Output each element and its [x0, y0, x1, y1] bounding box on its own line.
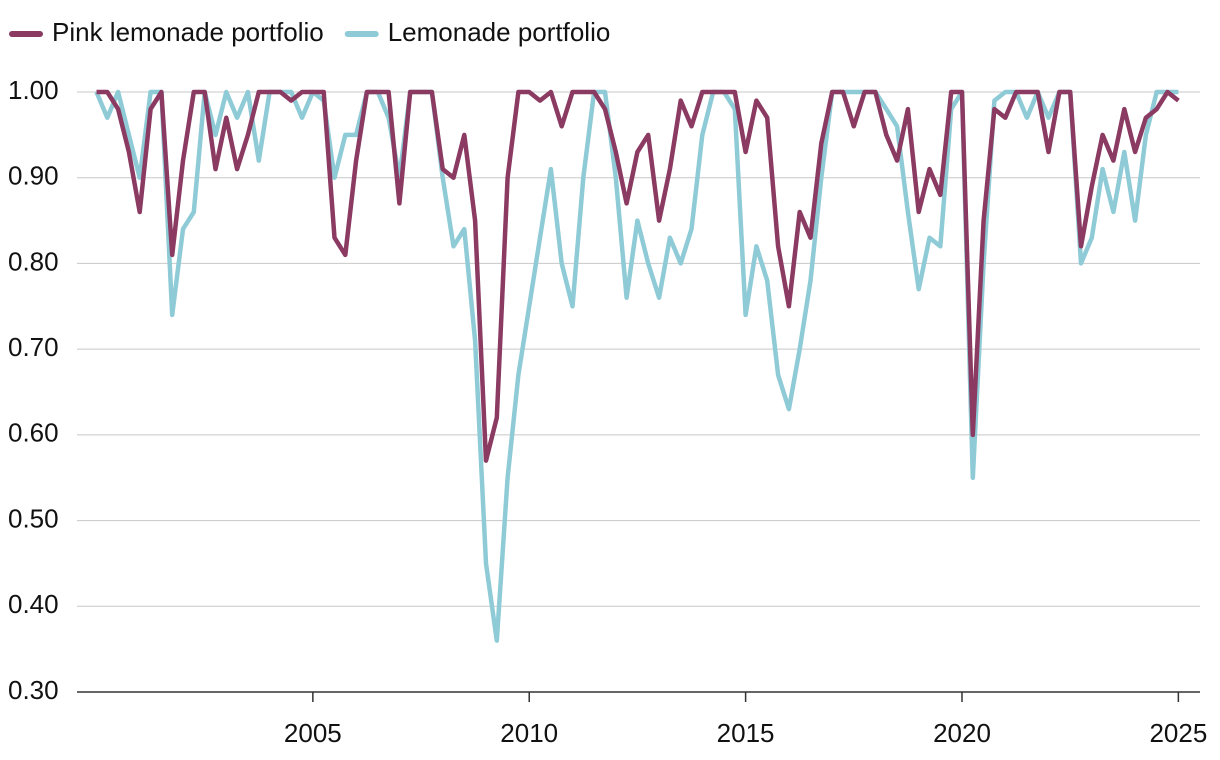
y-tick-label: 0.70 [8, 332, 59, 362]
x-tick-label: 2005 [284, 718, 342, 748]
legend-label: Lemonade portfolio [388, 17, 611, 47]
x-tick-label: 2010 [500, 718, 558, 748]
line-series [94, 89, 1179, 643]
x-tick-label: 2015 [717, 718, 775, 748]
y-tick-label: 1.00 [8, 75, 59, 105]
y-tick-label: 0.50 [8, 503, 59, 533]
y-tick-label: 0.80 [8, 246, 59, 276]
y-tick-label: 0.90 [8, 161, 59, 191]
y-tick-label: 0.60 [8, 418, 59, 448]
x-tick-label: 2020 [933, 718, 991, 748]
line-series [96, 89, 1180, 463]
y-tick-label: 0.30 [8, 675, 59, 705]
x-tick-label: 2025 [1149, 718, 1207, 748]
legend-label: Pink lemonade portfolio [52, 17, 324, 47]
y-tick-label: 0.40 [8, 589, 59, 619]
